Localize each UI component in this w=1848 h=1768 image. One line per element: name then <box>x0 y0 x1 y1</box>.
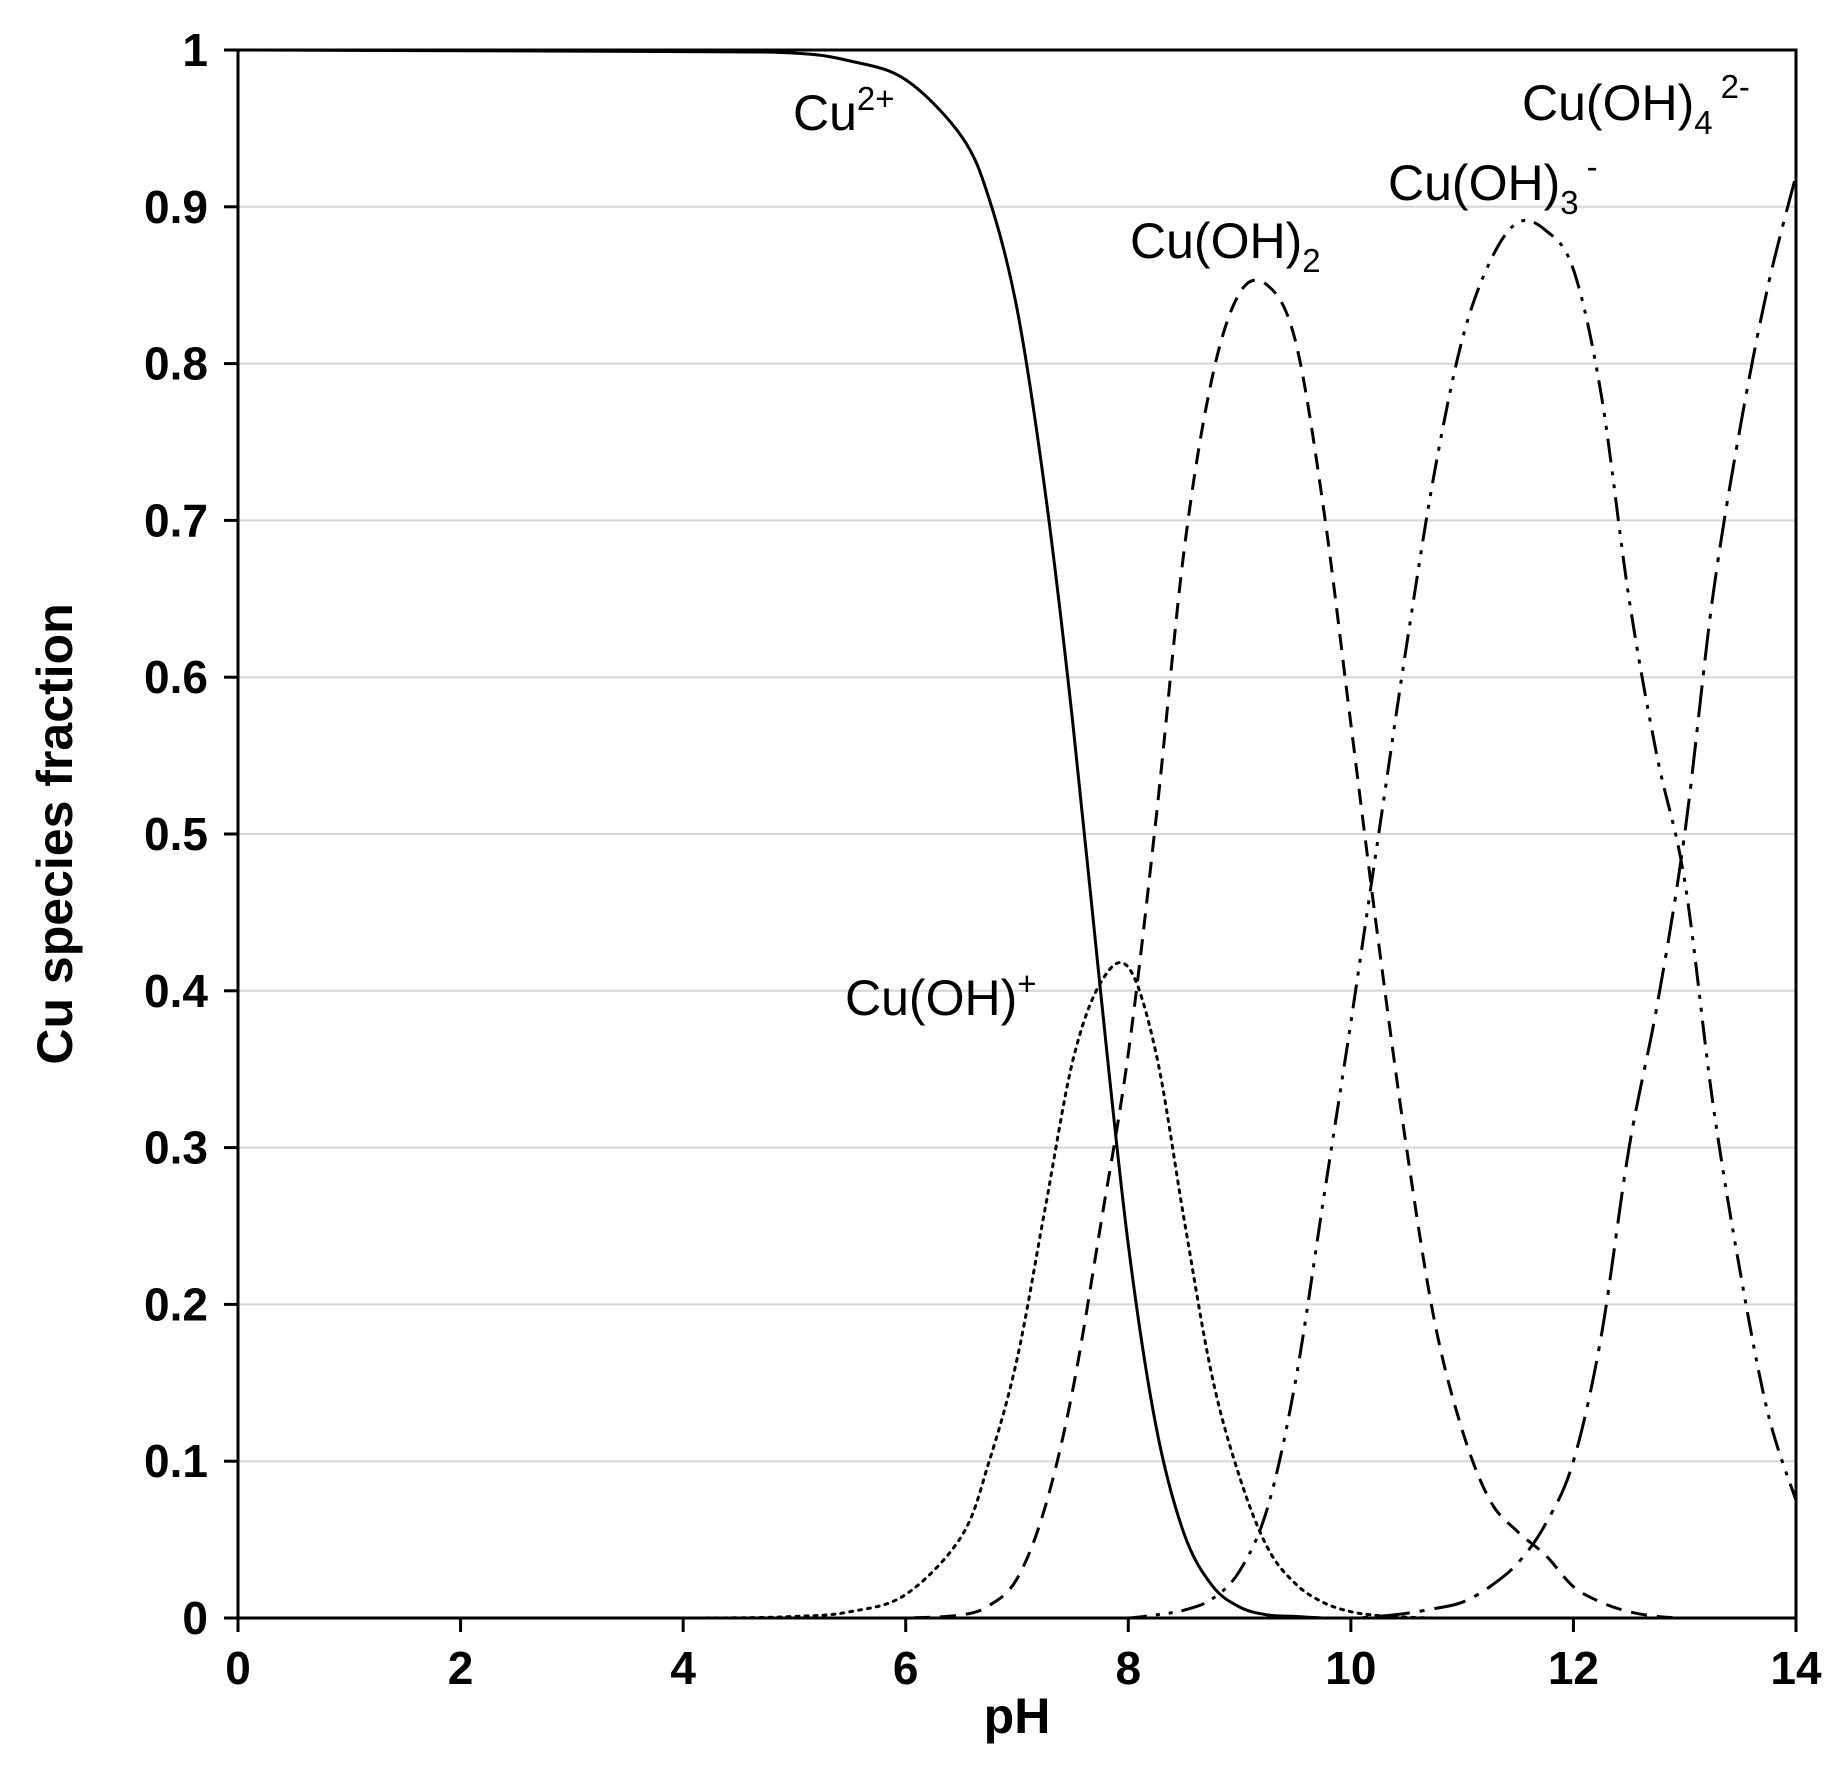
series-line-cuoh-plus <box>236 961 1798 1620</box>
x-tick-label: 12 <box>1548 1642 1599 1694</box>
x-tick-label: 0 <box>225 1642 251 1694</box>
x-axis-title: pH <box>984 1688 1051 1744</box>
y-tick-label: 1 <box>182 24 208 76</box>
y-tick-label: 0.9 <box>144 181 208 233</box>
gridlines <box>238 49 1796 1463</box>
series-label-cuoh4-2minus: Cu(OH)42- <box>1522 68 1750 141</box>
series-label-cuoh2: Cu(OH)2 <box>1130 213 1321 279</box>
x-tick-label: 6 <box>893 1642 919 1694</box>
series-label-cuoh-plus: Cu(OH)+ <box>845 965 1037 1026</box>
series-line-cuoh4-2minus <box>238 175 1798 1620</box>
x-tick-label: 2 <box>448 1642 474 1694</box>
y-tick-label: 0.5 <box>144 808 208 860</box>
series-line-cuoh2 <box>238 278 1796 1620</box>
y-axis-title: Cu species fraction <box>27 603 83 1064</box>
y-tick-label: 0.6 <box>144 651 208 703</box>
series-line-cuoh3-minus <box>238 218 1798 1620</box>
y-tick-label: 0 <box>182 1592 208 1644</box>
y-tick-label: 0.4 <box>144 965 208 1017</box>
y-tick-label: 0.7 <box>144 494 208 546</box>
series-label-cu2plus: Cu2+ <box>793 80 895 141</box>
y-tick-label: 0.3 <box>144 1122 208 1174</box>
x-tick-label: 4 <box>670 1642 696 1694</box>
tick-labels: 00.10.20.30.40.50.60.70.80.910 2 4 6 8 10 12 14 <box>144 24 1822 1694</box>
x-tick-label: 14 <box>1770 1642 1822 1694</box>
y-tick-label: 0.1 <box>144 1435 208 1487</box>
y-tick-label: 0.8 <box>144 338 208 390</box>
axes <box>224 48 1798 1632</box>
x-tick-label: 10 <box>1325 1642 1376 1694</box>
series-labels: Cu2+ Cu(OH)+ Cu(OH)2 Cu(OH)3-Cu(OH)42- <box>793 68 1750 1026</box>
series-label-cuoh3-minus: Cu(OH)3- <box>1388 148 1598 221</box>
y-tick-label: 0.2 <box>144 1278 208 1330</box>
x-tick-label: 8 <box>1115 1642 1141 1694</box>
plot-frame <box>236 48 1798 1620</box>
